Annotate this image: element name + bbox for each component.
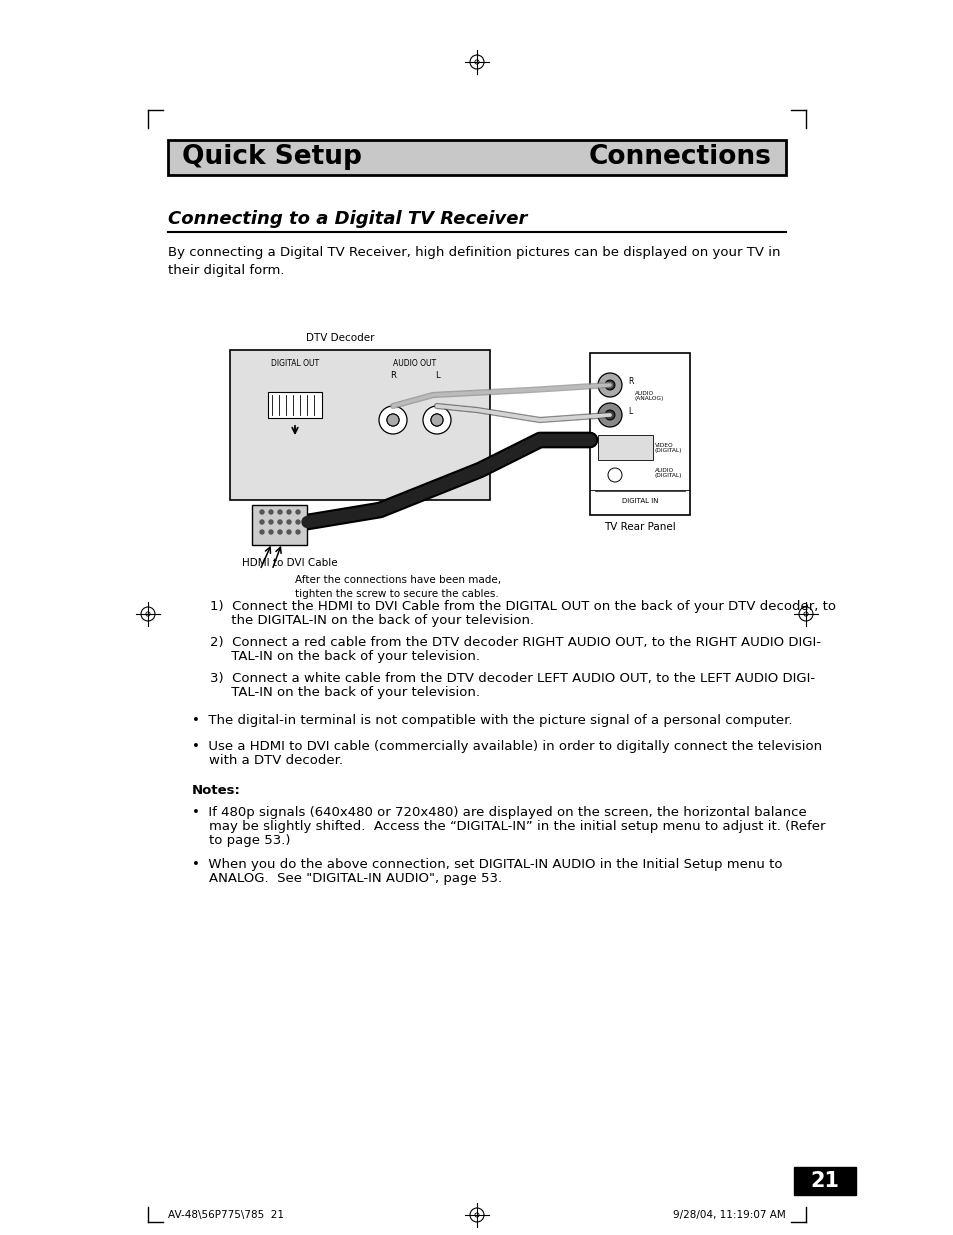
Text: tighten the screw to secure the cables.: tighten the screw to secure the cables. bbox=[294, 589, 498, 599]
Bar bbox=[268, 391, 322, 417]
Circle shape bbox=[269, 520, 273, 524]
Text: 3)  Connect a white cable from the DTV decoder LEFT AUDIO OUT, to the LEFT AUDIO: 3) Connect a white cable from the DTV de… bbox=[210, 672, 814, 685]
Text: •  The digital-in terminal is not compatible with the picture signal of a person: • The digital-in terminal is not compati… bbox=[192, 714, 792, 727]
Bar bbox=[230, 350, 490, 500]
Circle shape bbox=[598, 373, 621, 396]
Circle shape bbox=[287, 530, 291, 534]
Bar bbox=[793, 1167, 855, 1195]
Text: 21: 21 bbox=[810, 1171, 839, 1191]
Text: AUDIO
(ANALOG): AUDIO (ANALOG) bbox=[635, 390, 663, 401]
Text: •  If 480p signals (640x480 or 720x480) are displayed on the screen, the horizon: • If 480p signals (640x480 or 720x480) a… bbox=[192, 806, 806, 819]
Text: VIDEO
(DIGITAL): VIDEO (DIGITAL) bbox=[655, 442, 681, 453]
Text: TAL-IN on the back of your television.: TAL-IN on the back of your television. bbox=[210, 685, 479, 699]
Text: L: L bbox=[627, 408, 632, 416]
Text: the DIGITAL-IN on the back of your television.: the DIGITAL-IN on the back of your telev… bbox=[210, 614, 534, 627]
Text: DIGITAL IN: DIGITAL IN bbox=[621, 498, 658, 504]
Circle shape bbox=[295, 510, 299, 514]
Text: AUDIO
(DIGITAL): AUDIO (DIGITAL) bbox=[655, 468, 681, 478]
Text: R: R bbox=[627, 378, 633, 387]
Bar bbox=[253, 505, 307, 545]
Text: 9/28/04, 11:19:07 AM: 9/28/04, 11:19:07 AM bbox=[673, 1210, 785, 1220]
Text: HDMI to DVI Cable: HDMI to DVI Cable bbox=[242, 558, 337, 568]
Text: 2)  Connect a red cable from the DTV decoder RIGHT AUDIO OUT, to the RIGHT AUDIO: 2) Connect a red cable from the DTV deco… bbox=[210, 636, 821, 650]
Circle shape bbox=[378, 406, 407, 433]
Text: Connections: Connections bbox=[589, 144, 771, 170]
Text: •  Use a HDMI to DVI cable (commercially available) in order to digitally connec: • Use a HDMI to DVI cable (commercially … bbox=[192, 740, 821, 753]
Text: •  When you do the above connection, set DIGITAL-IN AUDIO in the Initial Setup m: • When you do the above connection, set … bbox=[192, 858, 781, 871]
Text: L: L bbox=[435, 372, 438, 380]
Circle shape bbox=[277, 520, 282, 524]
Circle shape bbox=[295, 520, 299, 524]
Text: Connecting to a Digital TV Receiver: Connecting to a Digital TV Receiver bbox=[168, 210, 527, 228]
Text: Quick Setup: Quick Setup bbox=[182, 144, 361, 170]
Bar bbox=[598, 435, 652, 459]
Text: R: R bbox=[390, 372, 395, 380]
Circle shape bbox=[260, 530, 264, 534]
Text: By connecting a Digital TV Receiver, high definition pictures can be displayed o: By connecting a Digital TV Receiver, hig… bbox=[168, 246, 780, 277]
Circle shape bbox=[260, 510, 264, 514]
Circle shape bbox=[295, 530, 299, 534]
Circle shape bbox=[269, 510, 273, 514]
Circle shape bbox=[431, 414, 442, 426]
Circle shape bbox=[387, 414, 398, 426]
Text: with a DTV decoder.: with a DTV decoder. bbox=[192, 755, 343, 767]
Circle shape bbox=[387, 414, 398, 426]
Text: TV Rear Panel: TV Rear Panel bbox=[603, 522, 675, 532]
Circle shape bbox=[287, 510, 291, 514]
Text: may be slightly shifted.  Access the “DIGITAL-IN” in the initial setup menu to a: may be slightly shifted. Access the “DIG… bbox=[192, 820, 824, 832]
Text: AV-48\56P775\785  21: AV-48\56P775\785 21 bbox=[168, 1210, 284, 1220]
Circle shape bbox=[604, 410, 615, 420]
Circle shape bbox=[287, 520, 291, 524]
Circle shape bbox=[607, 468, 621, 482]
Text: Notes:: Notes: bbox=[192, 784, 240, 797]
Circle shape bbox=[422, 406, 451, 433]
Text: AUDIO OUT: AUDIO OUT bbox=[393, 358, 436, 368]
Circle shape bbox=[277, 530, 282, 534]
Circle shape bbox=[277, 510, 282, 514]
Text: DTV Decoder: DTV Decoder bbox=[305, 333, 374, 343]
Bar bbox=[168, 140, 785, 175]
Circle shape bbox=[260, 520, 264, 524]
Text: After the connections have been made,: After the connections have been made, bbox=[294, 576, 500, 585]
Circle shape bbox=[604, 380, 615, 390]
Text: to page 53.): to page 53.) bbox=[192, 834, 291, 847]
Circle shape bbox=[431, 414, 442, 426]
Text: TAL-IN on the back of your television.: TAL-IN on the back of your television. bbox=[210, 650, 479, 663]
Text: DIGITAL OUT: DIGITAL OUT bbox=[271, 358, 318, 368]
Text: ANALOG.  See "DIGITAL-IN AUDIO", page 53.: ANALOG. See "DIGITAL-IN AUDIO", page 53. bbox=[192, 872, 501, 885]
Text: 1)  Connect the HDMI to DVI Cable from the DIGITAL OUT on the back of your DTV d: 1) Connect the HDMI to DVI Cable from th… bbox=[210, 600, 835, 613]
Circle shape bbox=[598, 403, 621, 427]
Circle shape bbox=[269, 530, 273, 534]
Bar bbox=[589, 353, 689, 515]
